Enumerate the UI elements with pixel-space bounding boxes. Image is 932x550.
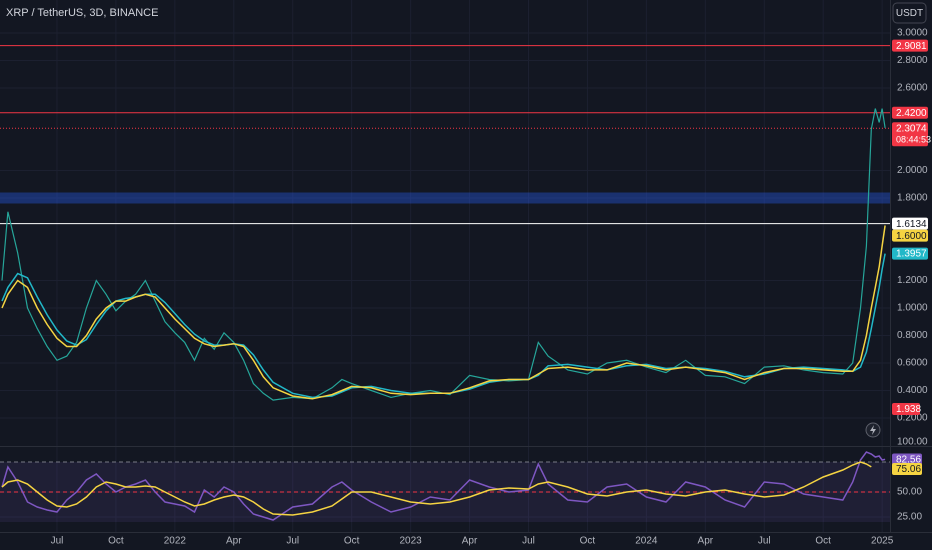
price-label: 1.6134 bbox=[896, 219, 927, 230]
y-tick-label: 0.2000 bbox=[897, 413, 928, 424]
y-tick-label: 2.6000 bbox=[897, 83, 928, 94]
y-tick-label: 2.0000 bbox=[897, 165, 928, 176]
x-tick-label: Oct bbox=[815, 536, 831, 547]
x-tick-label: 2024 bbox=[635, 536, 658, 547]
x-tick-label: Apr bbox=[462, 536, 478, 547]
x-tick-label: Apr bbox=[226, 536, 242, 547]
volume-label: 1.938 bbox=[896, 404, 921, 415]
price-label-box bbox=[892, 106, 928, 119]
currency-button[interactable] bbox=[892, 2, 927, 24]
currency-label[interactable]: USDT bbox=[896, 8, 923, 19]
price-label: 2.9081 bbox=[896, 41, 927, 52]
price-label-box bbox=[892, 229, 928, 242]
x-tick-label: Jul bbox=[51, 536, 64, 547]
symbol-title: XRP / TetherUS, 3D, BINANCE bbox=[6, 7, 158, 19]
x-tick-label: Oct bbox=[344, 536, 360, 547]
y-tick-label: 50.00 bbox=[897, 487, 922, 498]
countdown: 08:44:53 bbox=[896, 135, 931, 145]
y-tick-label: 25.00 bbox=[897, 512, 922, 523]
lightning-glyph bbox=[870, 425, 876, 435]
price-label-box bbox=[892, 122, 928, 147]
y-tick-label: 1.2000 bbox=[897, 275, 928, 286]
rsi-label: 82.56 bbox=[896, 455, 921, 466]
rsi-label-box bbox=[892, 462, 922, 475]
price-label: 2.3074 bbox=[896, 123, 927, 134]
x-tick-label: 2023 bbox=[399, 536, 422, 547]
y-tick-label: 100.00 bbox=[897, 437, 928, 448]
x-tick-label: Oct bbox=[580, 536, 596, 547]
price-label: 1.6000 bbox=[896, 231, 927, 242]
support-zone bbox=[0, 192, 890, 204]
series-line bbox=[1, 225, 886, 400]
price-label-box bbox=[892, 217, 928, 230]
x-tick-label: Apr bbox=[698, 536, 714, 547]
y-tick-label: 2.8000 bbox=[897, 55, 928, 66]
price-label-box bbox=[892, 39, 928, 52]
x-tick-label: Jul bbox=[286, 536, 299, 547]
x-tick-label: 2022 bbox=[164, 536, 187, 547]
series-line bbox=[1, 451, 886, 521]
y-tick-label: 0.8000 bbox=[897, 330, 928, 341]
price-label: 2.4200 bbox=[896, 108, 927, 119]
series-line bbox=[1, 461, 872, 516]
volume-label-box bbox=[892, 403, 920, 415]
price-label-box bbox=[892, 247, 928, 260]
x-tick-label: Jul bbox=[522, 536, 535, 547]
y-tick-label: 3.0000 bbox=[897, 28, 928, 39]
y-tick-label: 1.8000 bbox=[897, 193, 928, 204]
y-tick-label: 0.6000 bbox=[897, 358, 928, 369]
x-tick-label: Oct bbox=[108, 536, 124, 547]
rsi-label: 75.06 bbox=[896, 464, 921, 475]
x-tick-label: Jul bbox=[758, 536, 771, 547]
y-tick-label: 0.4000 bbox=[897, 385, 928, 396]
price-label: 1.3957 bbox=[896, 249, 927, 260]
rsi-label-box bbox=[892, 453, 922, 466]
y-tick-label: 1.0000 bbox=[897, 303, 928, 314]
x-tick-label: 2025 bbox=[871, 536, 894, 547]
